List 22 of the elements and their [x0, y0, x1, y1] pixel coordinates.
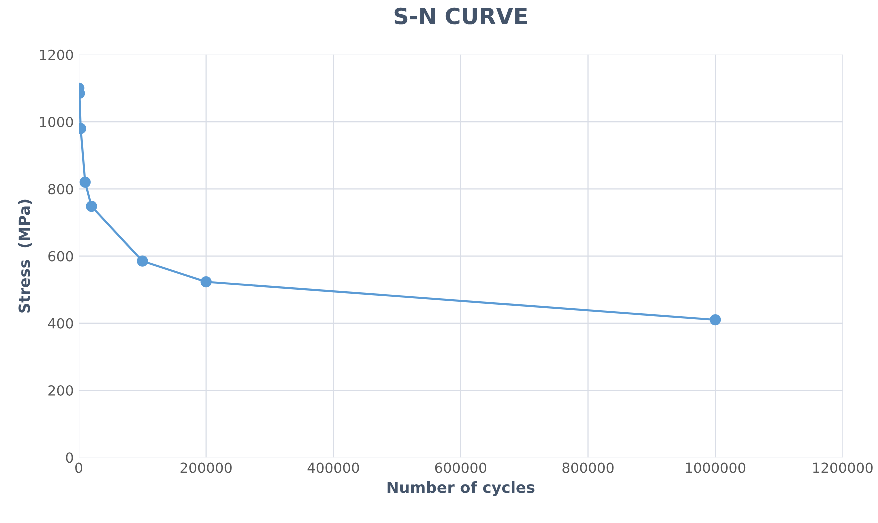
y-axis-title: Stress (MPa) — [18, 200, 32, 313]
point — [86, 201, 98, 212]
x-tick-label: 600000 — [435, 462, 487, 474]
x-tick-label: 200000 — [180, 462, 232, 474]
x-tick-label: 400000 — [308, 462, 360, 474]
x-tick-label: 800000 — [562, 462, 614, 474]
point — [710, 314, 722, 326]
y-tick-label: 200 — [48, 385, 74, 396]
point — [80, 176, 91, 188]
x-axis-title: Number of cycles — [388, 481, 535, 496]
y-tick-label: 0 — [66, 452, 74, 464]
x-tick-label: 1000000 — [686, 462, 746, 474]
x-tick-label: 1200000 — [813, 462, 873, 474]
y-tick-label: 1200 — [40, 50, 74, 60]
y-tick-label: 800 — [48, 184, 74, 195]
point — [200, 276, 212, 288]
y-tick-label: 600 — [48, 251, 74, 262]
chart-title: S-N CURVE — [394, 8, 528, 25]
y-tick-label: 400 — [48, 318, 74, 329]
y-tick-label: 1000 — [40, 117, 74, 128]
point — [137, 256, 148, 267]
x-tick-label: 0 — [76, 462, 83, 474]
